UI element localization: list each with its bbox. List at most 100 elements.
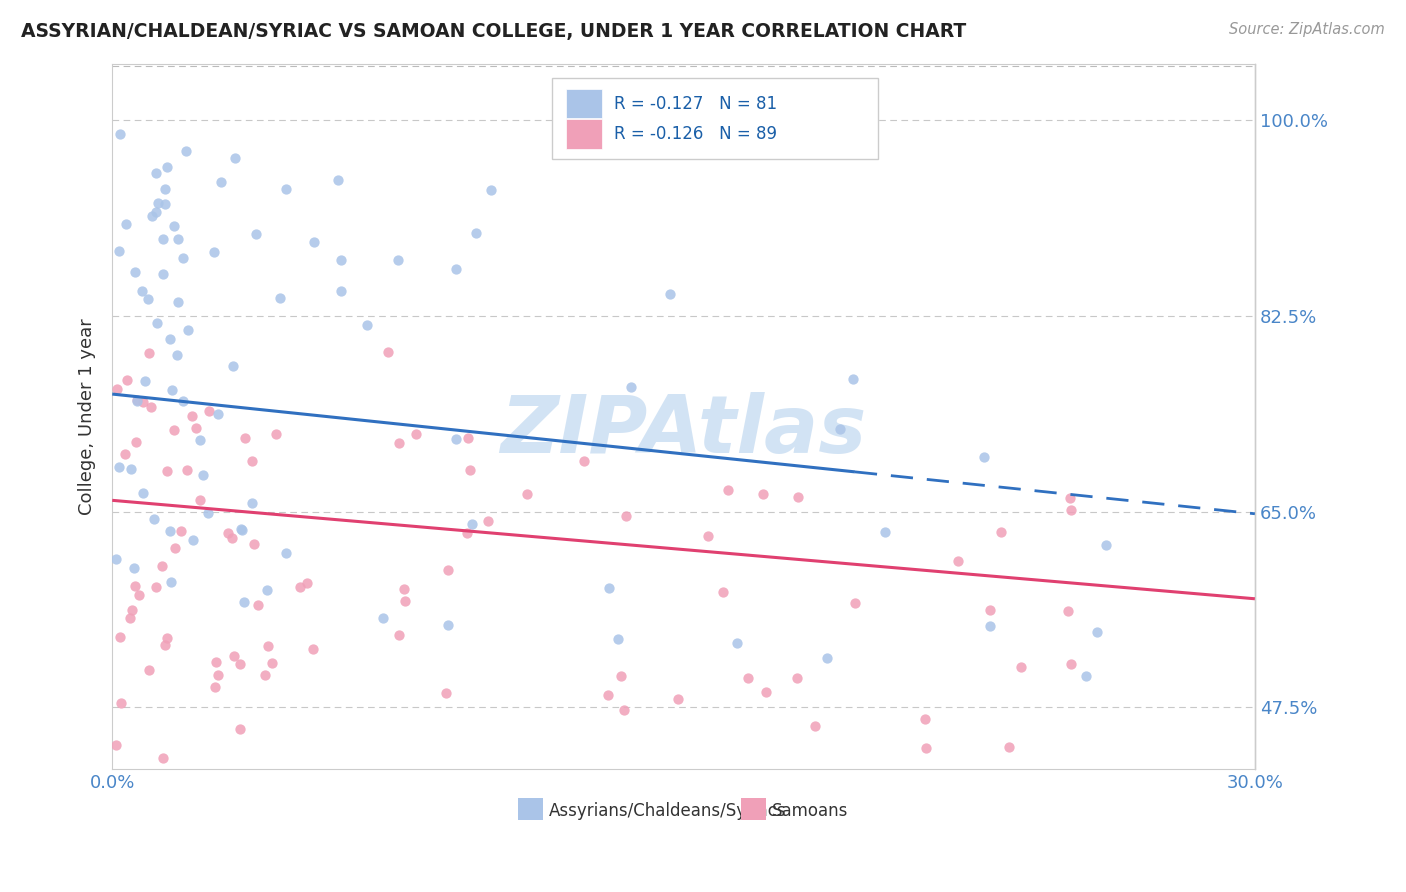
Point [188, 492, 211, 507]
Point [804, 719, 827, 733]
Point [125, 435, 148, 450]
Point [373, 611, 395, 625]
Point [224, 151, 246, 165]
Point [387, 252, 409, 267]
Point [115, 373, 138, 387]
Point [166, 348, 188, 362]
Point [288, 580, 311, 594]
Point [456, 526, 478, 541]
Point [1095, 538, 1118, 552]
Point [138, 346, 160, 360]
Point [124, 579, 146, 593]
Point [191, 467, 214, 482]
Text: R = -0.127   N = 81: R = -0.127 N = 81 [614, 95, 778, 112]
Point [620, 379, 643, 393]
Point [159, 524, 181, 538]
Point [257, 639, 280, 653]
Point [120, 462, 142, 476]
Point [105, 552, 128, 566]
Point [217, 525, 239, 540]
Point [207, 407, 229, 421]
Point [437, 617, 460, 632]
Point [356, 318, 378, 332]
Point [815, 651, 838, 665]
Point [233, 431, 256, 445]
Point [121, 603, 143, 617]
Point [243, 537, 266, 551]
Point [247, 599, 270, 613]
Point [204, 655, 226, 669]
Point [105, 382, 128, 396]
Point [596, 688, 619, 702]
Point [260, 656, 283, 670]
Point [152, 750, 174, 764]
Point [658, 286, 681, 301]
Point [142, 512, 165, 526]
Point [329, 284, 352, 298]
Point [172, 251, 194, 265]
Point [105, 738, 128, 752]
Point [108, 244, 131, 259]
Point [990, 525, 1012, 540]
Point [150, 558, 173, 573]
Point [222, 359, 245, 373]
Point [914, 712, 936, 726]
Point [998, 739, 1021, 754]
Point [107, 459, 129, 474]
Text: Assyrians/Chaldeans/Syriacs: Assyrians/Chaldeans/Syriacs [548, 802, 786, 820]
Point [394, 594, 416, 608]
Point [207, 668, 229, 682]
Point [159, 574, 181, 589]
Point [132, 486, 155, 500]
FancyBboxPatch shape [553, 78, 877, 159]
Point [274, 546, 297, 560]
Point [377, 345, 399, 359]
Point [516, 487, 538, 501]
Point [115, 217, 138, 231]
Point [110, 696, 132, 710]
Point [180, 409, 202, 423]
Point [224, 648, 246, 663]
Point [786, 491, 808, 505]
Point [302, 642, 325, 657]
Point [152, 267, 174, 281]
Point [973, 450, 995, 465]
Point [165, 541, 187, 556]
Point [613, 704, 636, 718]
Point [176, 463, 198, 477]
Point [124, 264, 146, 278]
Point [233, 595, 256, 609]
Point [156, 465, 179, 479]
Point [108, 127, 131, 141]
Point [145, 581, 167, 595]
Point [177, 323, 200, 337]
Bar [565, 88, 602, 119]
Point [156, 161, 179, 175]
Point [108, 630, 131, 644]
Point [209, 175, 232, 189]
Point [274, 182, 297, 196]
Point [221, 531, 243, 545]
Point [458, 463, 481, 477]
Point [134, 374, 156, 388]
Point [914, 741, 936, 756]
Point [139, 400, 162, 414]
Point [392, 582, 415, 596]
Point [842, 372, 865, 386]
Point [844, 596, 866, 610]
Text: Source: ZipAtlas.com: Source: ZipAtlas.com [1229, 22, 1385, 37]
Point [873, 525, 896, 540]
Point [229, 657, 252, 671]
Point [245, 227, 267, 241]
Point [464, 226, 486, 240]
Point [610, 669, 633, 683]
Point [229, 722, 252, 736]
Point [946, 553, 969, 567]
Point [181, 533, 204, 547]
Point [477, 514, 499, 528]
Point [145, 204, 167, 219]
Point [131, 285, 153, 299]
Point [326, 173, 349, 187]
Point [444, 261, 467, 276]
Point [153, 182, 176, 196]
